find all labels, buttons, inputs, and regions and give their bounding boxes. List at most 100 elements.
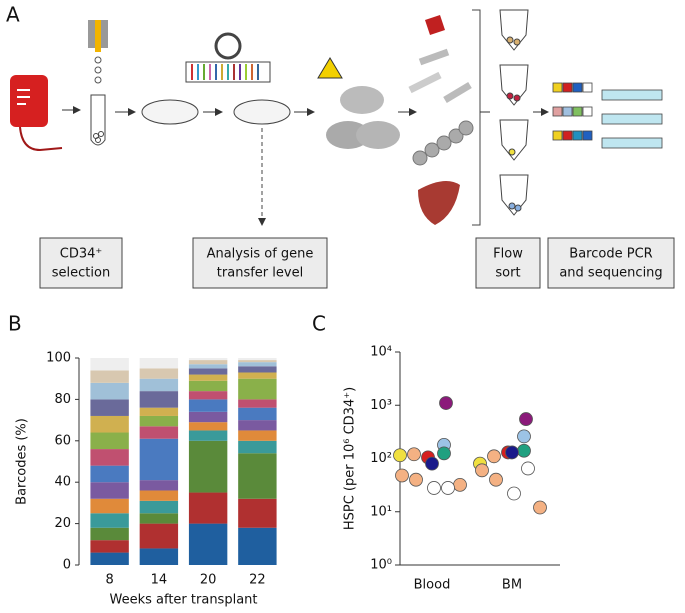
bar-segment [188,430,228,441]
bar-segment [188,364,228,369]
box-text: transfer level [217,266,303,281]
point [395,468,409,483]
bar-segment [238,360,277,363]
bar-segment [188,492,228,524]
bar-segment [238,372,277,379]
point [475,463,489,478]
bar-segment [188,440,228,493]
bar-segment [90,540,129,553]
bar-segment [238,440,277,454]
bar-segment [238,430,277,441]
box-text: Flow [493,247,523,262]
point [517,443,531,458]
box-text: Analysis of gene [207,247,314,262]
bar-segment [139,548,179,565]
point [427,481,441,495]
x-tick-label: 8 [105,573,113,588]
bar-segment [90,370,129,383]
point [507,486,521,501]
bar-segment [139,438,179,481]
bar-segment [139,523,179,549]
box-text: and sequencing [559,266,662,281]
panel-label: B [8,312,22,336]
bar-segment [238,399,277,408]
bar-segment [139,378,179,392]
y-tick-label: 10² [370,451,392,466]
box-text: Barcode PCR [569,247,652,262]
box-text: CD34⁺ [60,247,103,262]
x-tick-label: BM [502,578,522,593]
y-tick-label: 10³ [370,398,392,413]
bar-segment [90,358,129,371]
method-boxes: CD34⁺ selection Analysis of gene transfe… [39,237,675,289]
bar-segment [90,382,129,400]
bar-segment [139,500,179,514]
point [533,500,547,515]
bar-segment [90,449,129,466]
bar-segment [139,426,179,439]
bar-segment [139,358,179,369]
box [192,237,328,289]
panel-label: C [312,312,326,336]
y-tick-label: 100 [46,351,71,366]
bar-segment [238,407,277,421]
bar-segment [238,362,277,367]
point [489,472,503,487]
schematic [10,9,663,226]
point [439,396,453,410]
point [409,472,423,487]
x-tick-label: 14 [151,573,168,588]
bar-segment [188,358,228,361]
bar-segment [139,480,179,491]
bar-segment [139,368,179,379]
y-tick-label: 80 [54,392,71,407]
box [547,237,675,289]
bar-segment [90,552,129,565]
bar-segment [188,422,228,431]
bar-segment [188,523,228,565]
point [393,448,407,463]
y-tick-label: 60 [54,433,71,448]
bar-segment [90,482,129,499]
bar-segment [238,527,277,565]
point [517,429,531,444]
x-tick-label: Blood [414,578,451,593]
point [441,481,455,495]
y-axis-label: HSPC (per 10⁶ CD34⁺) [343,387,358,530]
y-tick-label: 10⁴ [370,345,392,360]
point [521,461,535,476]
box-text: selection [52,266,110,281]
bar-segment [139,391,179,408]
y-tick-label: 20 [54,516,71,531]
point [407,447,421,462]
point [425,456,439,471]
y-tick-label: 0 [63,558,71,573]
bar-segment [238,366,277,373]
bar-segment [90,498,129,514]
bar-segment [139,415,179,427]
point [505,445,519,460]
point [487,449,501,464]
bar-segment [188,380,228,392]
bar-segment [188,391,228,400]
y-tick-label: 10¹ [370,504,392,519]
panel-label: A [6,3,20,27]
box [475,237,541,289]
point [519,412,533,426]
bar-segment [238,453,277,499]
y-tick-label: 40 [54,475,71,490]
bar-segment [139,407,179,416]
bar-segment [188,360,228,365]
bar-segment [139,490,179,501]
bar-segment [188,368,228,375]
bar-segment [90,513,129,528]
box-text: sort [495,266,520,281]
bar-segment [90,415,129,433]
bar-segment [238,378,277,400]
bar-segment [188,374,228,381]
bar-segment [90,399,129,416]
bar-segment [188,399,228,412]
point [453,477,467,492]
bar-segment [238,358,277,361]
